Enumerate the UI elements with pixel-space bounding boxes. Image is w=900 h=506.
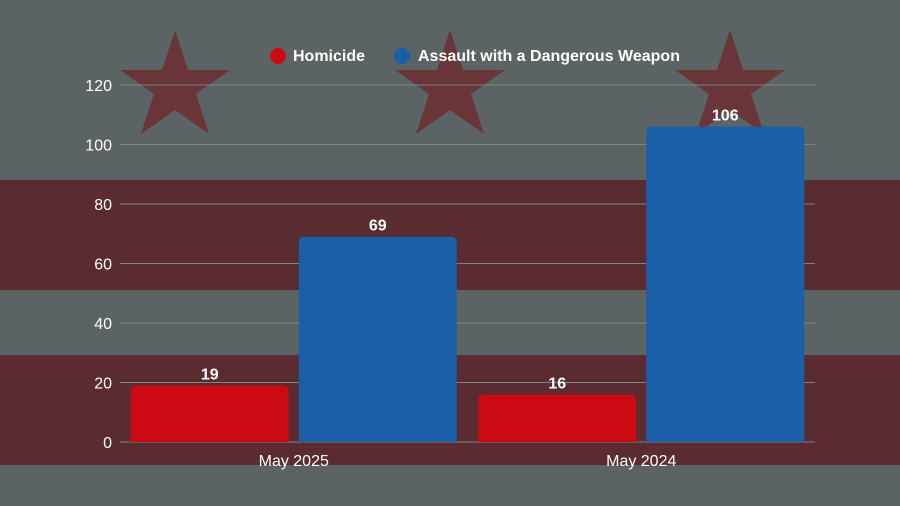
flag-star-center [395,30,505,134]
legend-swatch [270,48,286,64]
data-labels: 19 69 16 106 [201,108,739,393]
y-tick-label: 20 [94,376,112,393]
legend: Homicide Assault with a Dangerous Weapon [270,48,680,65]
bar-assault-1 [646,126,805,443]
flag-star-left [120,30,230,134]
data-label: 19 [201,366,219,383]
bar-homicide-0 [130,385,289,442]
y-tick-label: 80 [94,197,112,214]
legend-label: Assault with a Dangerous Weapon [418,48,680,65]
y-tick-label: 120 [85,78,112,95]
data-label: 69 [369,218,387,235]
bars [130,126,805,443]
y-tick-label: 0 [103,435,112,452]
data-label: 16 [548,375,566,392]
x-axis-ticks: May 2025 May 2024 [259,453,677,470]
legend-swatch [394,48,410,64]
x-tick-label: May 2024 [606,453,676,470]
y-tick-label: 100 [85,138,112,155]
flag-star-right [675,30,785,134]
x-tick-label: May 2025 [259,453,329,470]
bar-assault-0 [298,236,457,442]
y-axis-ticks: 0 20 40 60 80 100 120 [85,78,112,452]
legend-label: Homicide [293,48,365,65]
bar-homicide-1 [478,394,637,442]
y-tick-label: 60 [94,257,112,274]
data-label: 106 [712,108,739,125]
y-tick-label: 40 [94,316,112,333]
